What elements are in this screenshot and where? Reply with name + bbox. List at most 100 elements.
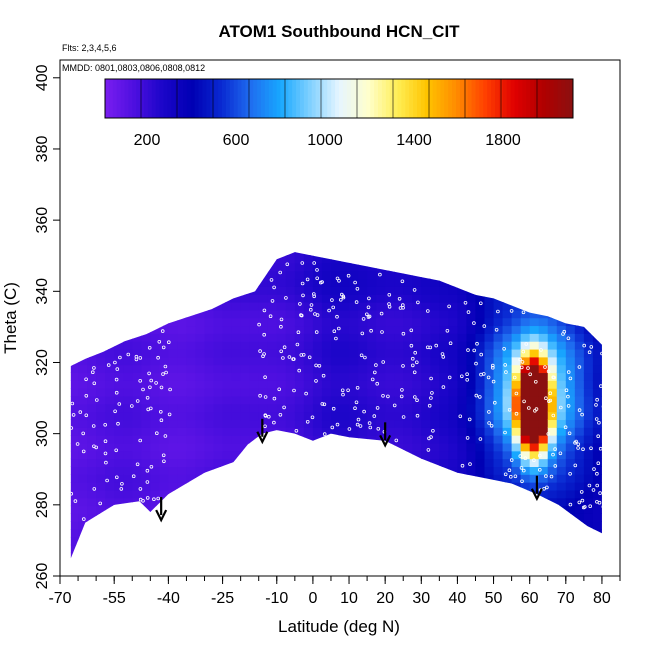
heatmap-cell <box>213 442 224 452</box>
heatmap-cell <box>258 411 269 421</box>
heatmap-cell <box>457 450 468 460</box>
heatmap-cell <box>583 466 594 475</box>
heatmap-cell <box>303 411 314 421</box>
heatmap-cell <box>150 317 160 327</box>
heatmap-cell <box>87 356 97 366</box>
observation-point <box>66 418 69 421</box>
heatmap-cell <box>204 348 215 358</box>
heatmap-cell <box>367 450 377 460</box>
heatmap-cell <box>557 239 567 247</box>
heatmap-cell <box>340 442 350 452</box>
observation-point <box>490 363 495 368</box>
heatmap-cell <box>358 286 368 295</box>
heatmap-cell <box>448 388 459 397</box>
heatmap-cell <box>602 404 612 412</box>
heatmap-cell <box>60 435 70 443</box>
heatmap-cell <box>376 262 386 272</box>
heatmap-cell <box>60 545 70 553</box>
heatmap-cell <box>358 513 368 522</box>
heatmap-cell <box>240 356 251 366</box>
heatmap-cell <box>556 419 567 428</box>
heatmap-cell <box>484 286 495 295</box>
heatmap-cell <box>132 278 142 287</box>
heatmap-cell <box>231 442 242 452</box>
heatmap-cell <box>222 513 233 522</box>
heatmap-cell <box>547 403 558 413</box>
heatmap-cell <box>69 232 79 240</box>
observation-point <box>309 303 314 307</box>
heatmap-cell <box>213 294 224 303</box>
heatmap-cell <box>114 560 124 568</box>
heatmap-cell <box>96 372 106 381</box>
heatmap-cell <box>168 536 179 546</box>
observation-point <box>548 391 553 396</box>
heatmap-cell <box>475 568 485 576</box>
heatmap-cell <box>520 419 531 428</box>
heatmap-cell <box>123 435 133 444</box>
x-tick-label: 30 <box>412 590 430 607</box>
heatmap-cell <box>385 568 395 576</box>
heatmap-cell <box>123 513 133 522</box>
heatmap-cell <box>186 544 197 554</box>
observation-point <box>281 356 285 360</box>
heatmap-cell <box>565 252 576 256</box>
heatmap-cell <box>70 341 79 350</box>
heatmap-cell <box>448 262 459 272</box>
heatmap-cell <box>394 255 404 264</box>
heatmap-cell <box>78 403 88 413</box>
heatmap-cell <box>511 395 522 405</box>
heatmap-cell <box>385 372 395 381</box>
heatmap-cell <box>240 301 251 311</box>
observation-point <box>514 411 519 416</box>
heatmap-cell <box>222 419 233 428</box>
observation-point <box>595 397 599 402</box>
heatmap-cell <box>159 333 169 342</box>
heatmap-cell <box>520 270 531 280</box>
heatmap-cell <box>96 356 106 366</box>
heatmap-cell <box>195 450 206 460</box>
heatmap-cell <box>222 255 233 264</box>
heatmap-cell <box>114 348 124 358</box>
heatmap-cell <box>556 435 567 444</box>
heatmap-cell <box>538 521 549 530</box>
heatmap-cell <box>114 325 124 334</box>
heatmap-cell <box>240 317 251 327</box>
heatmap-cell <box>376 427 386 436</box>
heatmap-cell <box>223 232 233 240</box>
observation-point <box>164 370 168 375</box>
heatmap-cell <box>267 442 278 452</box>
heatmap-cell <box>611 451 621 459</box>
heatmap-cell <box>430 348 440 358</box>
heatmap-cell <box>312 395 323 405</box>
heatmap-cell <box>511 427 522 436</box>
heatmap-cell <box>105 411 115 421</box>
heatmap-cell <box>276 552 287 559</box>
heatmap-cell <box>105 568 115 576</box>
heatmap-cell <box>285 482 296 491</box>
heatmap-cell <box>294 388 305 397</box>
heatmap-cell <box>466 466 477 475</box>
heatmap-cell <box>195 403 206 413</box>
heatmap-cell <box>150 286 160 295</box>
heatmap-cell <box>367 239 377 247</box>
heatmap-cell <box>132 262 142 272</box>
heatmap-cell <box>105 388 115 397</box>
heatmap-cell <box>484 442 495 452</box>
heatmap-cell <box>294 419 305 428</box>
heatmap-cell <box>376 395 386 405</box>
heatmap-cell <box>321 505 332 514</box>
heatmap-cell <box>349 262 359 272</box>
heatmap-cell <box>511 301 522 311</box>
heatmap-cell <box>177 513 188 522</box>
observation-point <box>544 474 548 478</box>
heatmap-cell <box>96 341 106 350</box>
observation-point <box>429 435 433 439</box>
heatmap-cell <box>123 372 133 381</box>
observation-point <box>130 404 134 408</box>
colorbar-tick-label: 600 <box>223 132 250 149</box>
observation-point <box>279 349 284 354</box>
heatmap-cell <box>231 435 242 444</box>
heatmap-cell <box>592 341 602 350</box>
heatmap-cell <box>376 364 386 374</box>
heatmap-cell <box>502 395 513 405</box>
